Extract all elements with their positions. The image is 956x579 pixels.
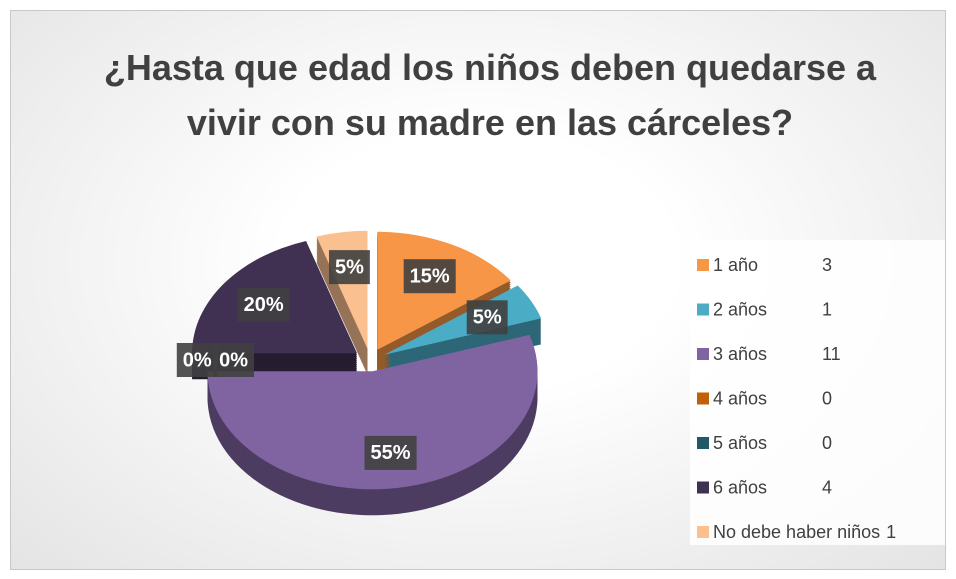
- legend-label: 1 año: [713, 255, 758, 275]
- slice: [207, 334, 538, 490]
- data-label: 15%: [410, 265, 450, 287]
- data-label-box: [213, 343, 255, 377]
- legend-swatch: [697, 526, 709, 538]
- data-label-group: 20%: [237, 287, 290, 322]
- data-label: 0%: [183, 349, 212, 371]
- legend-count: 0: [822, 388, 832, 408]
- data-label: 5%: [335, 256, 364, 278]
- legend-count: 3: [822, 255, 832, 275]
- legend-label: 3 años: [713, 344, 767, 364]
- chart-title: ¿Hasta que edad los niños deben quedarse…: [103, 47, 877, 143]
- data-label: 55%: [371, 442, 411, 464]
- legend-label: 6 años: [713, 477, 767, 497]
- legend-count: 11: [822, 344, 841, 364]
- data-label-group: 55%: [364, 435, 417, 470]
- data-label-box: [328, 250, 370, 285]
- legend-count: 0: [822, 433, 832, 453]
- legend-swatch: [697, 303, 709, 316]
- legend-count: 4: [822, 477, 832, 497]
- legend-swatch: [697, 481, 709, 494]
- data-label-group: 15%: [403, 259, 456, 294]
- legend-label: 5 años: [713, 433, 767, 453]
- legend-label: No debe haber niños: [713, 522, 880, 542]
- legend-swatch: [697, 348, 709, 360]
- data-label-box: [466, 300, 508, 335]
- data-label: 20%: [244, 294, 284, 316]
- legend-label: 4 años: [713, 388, 767, 408]
- legend-swatch: [697, 437, 709, 449]
- legend-count: 1: [822, 299, 832, 319]
- data-label-box: [237, 287, 290, 322]
- legend-swatch: [697, 392, 709, 405]
- legend-box: [690, 240, 945, 545]
- data-label-box: [176, 343, 218, 377]
- data-label: 0%: [219, 349, 248, 371]
- data-label-group: 0%: [213, 343, 255, 377]
- legend-count: 1: [886, 522, 896, 542]
- data-label-box: [403, 259, 456, 294]
- data-label-group: 5%: [466, 300, 508, 335]
- legend-label: 2 años: [713, 299, 767, 319]
- data-label-group: 0%: [176, 343, 218, 377]
- data-label: 5%: [473, 307, 502, 329]
- data-label-group: 5%: [328, 250, 370, 285]
- data-label-box: [364, 435, 417, 470]
- legend-swatch: [697, 259, 709, 271]
